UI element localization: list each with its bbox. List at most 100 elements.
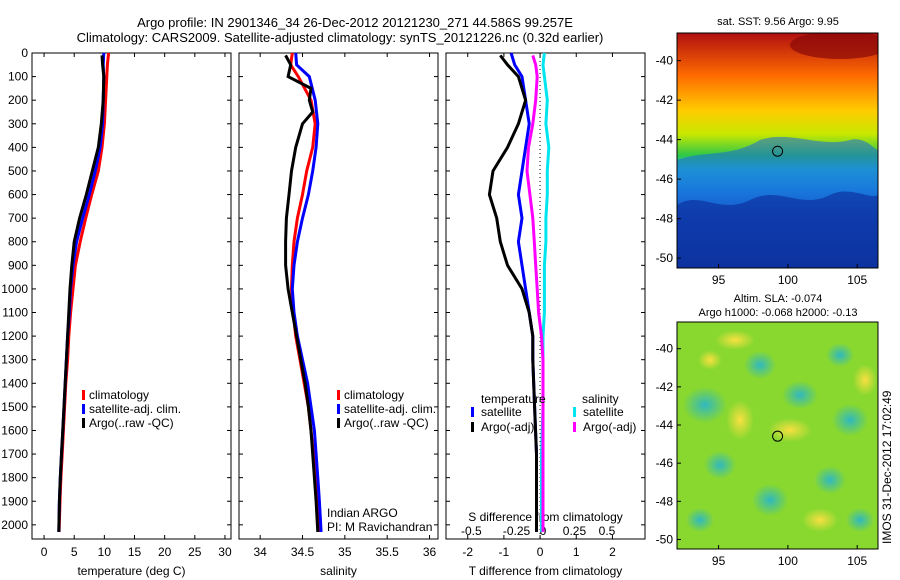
legend-entry: satellite <box>481 405 522 419</box>
y-tick-label: 1600 <box>1 423 28 437</box>
y-tick-label: 1700 <box>1 447 28 461</box>
sla-map-subtitle: Argo h1000: -0.068 h2000: -0.13 <box>698 307 857 319</box>
s-tick-label: 0.25 <box>563 524 587 538</box>
x-tick-label: 1 <box>573 545 580 559</box>
y-tick-label: 100 <box>8 70 28 84</box>
legend-swatch <box>82 390 85 400</box>
x-tick-label: 0 <box>41 545 48 559</box>
series-line-magenta <box>525 54 545 532</box>
x-tick-label: 0 <box>537 545 544 559</box>
legend-group-title: temperature <box>481 392 546 406</box>
y-tick-label: 800 <box>8 235 28 249</box>
map-x-tick-label: 105 <box>847 273 867 287</box>
legend-swatch <box>82 404 85 414</box>
series-line-black <box>284 54 320 532</box>
salinity-panel: 34 34.5 35 35.5 36 salinity climatologysatelli… <box>238 52 439 578</box>
legend-swatch <box>337 404 340 414</box>
y-tick-label: 900 <box>8 258 28 272</box>
series-line-black <box>487 54 538 532</box>
x-tick-label: -2 <box>462 545 473 559</box>
map-y-tick-label: -42 <box>656 93 674 107</box>
plot-area <box>238 52 439 540</box>
x-tick-label: 2 <box>609 545 616 559</box>
y-tick-label: 0 <box>21 46 28 60</box>
y-tick-label: 1200 <box>1 329 28 343</box>
legend-swatch <box>82 418 85 428</box>
legend-swatch <box>337 390 340 400</box>
map-x-tick-label: 95 <box>712 273 726 287</box>
x-tick-label: 34 <box>253 545 267 559</box>
series-line-black <box>57 55 106 532</box>
x-axis-label: salinity <box>320 564 357 578</box>
y-tick-label: 500 <box>8 164 28 178</box>
imos-stamp: IMOS 31-Dec-2012 17:02:49 <box>877 356 897 546</box>
x-axis-label: temperature (deg C) <box>77 564 185 578</box>
x-axis-label: T difference from climatology <box>469 564 623 578</box>
sla-argo-location-marker <box>772 430 784 442</box>
legend-swatch <box>573 407 576 417</box>
map-x-tick-label: 95 <box>712 554 726 568</box>
plot-area <box>31 52 232 540</box>
map-y-tick-label: -42 <box>656 380 674 394</box>
x-tick-label: 30 <box>218 545 232 559</box>
map-y-tick-label: -48 <box>656 212 674 226</box>
legend-entry: climatology <box>344 388 404 402</box>
map-y-tick-label: -40 <box>656 342 674 356</box>
y-tick-label: 300 <box>8 117 28 131</box>
y-tick-label: 1300 <box>1 353 28 367</box>
legend-entry: climatology <box>89 388 149 402</box>
header-line-2: Climatology: CARS2009. Satellite-adjuste… <box>77 30 604 45</box>
map-x-tick-label: 100 <box>778 273 798 287</box>
x-tick-label: 5 <box>71 545 78 559</box>
x-tick-label: 15 <box>128 545 142 559</box>
map-x-tick-label: 100 <box>778 554 798 568</box>
legend-swatch <box>471 407 474 417</box>
sla-map-panel: Altim. SLA: -0.074 Argo h1000: -0.068 h2… <box>656 293 879 568</box>
legend-group-title: salinity <box>582 392 619 406</box>
s-axis-label: S difference from climatology <box>468 510 623 524</box>
y-tick-label: 1800 <box>1 471 28 485</box>
s-tick-label: -0.25 <box>503 524 531 538</box>
y-tick-label: 600 <box>8 188 28 202</box>
y-tick-label: 1500 <box>1 400 28 414</box>
y-tick-label: 1100 <box>2 306 28 320</box>
legend-entry: satellite <box>583 405 624 419</box>
y-tick-label: 1000 <box>1 282 28 296</box>
imos-stamp-text: IMOS 31-Dec-2012 17:02:49 <box>880 390 894 544</box>
legend-entry: Argo(-adj) <box>583 420 636 434</box>
x-tick-label: 10 <box>98 545 112 559</box>
y-tick-label: 400 <box>8 140 28 154</box>
map-y-tick-label: -50 <box>656 251 674 265</box>
temperature-panel: 0 5 10 15 20 25 300100200300400500600700800900… <box>1 46 232 578</box>
s-tick-label: -0.5 <box>461 524 482 538</box>
sst-map-panel: sat. SST: 9.56 Argo: 9.95 95 100 105 -40 -42… <box>656 16 879 287</box>
x-tick-label: 36 <box>423 545 437 559</box>
difference-panel: -2 -1 0 1 2 T difference from climatology -0.5… <box>445 52 646 578</box>
x-tick-label: -1 <box>499 545 510 559</box>
y-tick-label: 700 <box>8 211 28 225</box>
map-y-tick-label: -44 <box>656 133 674 147</box>
legend-entry: Argo(-adj) <box>481 420 534 434</box>
x-tick-label: 35.5 <box>376 545 400 559</box>
map-y-tick-label: -46 <box>656 456 674 470</box>
legend-entry: Argo(..raw -QC) <box>89 416 174 430</box>
y-tick-label: 1400 <box>1 376 28 390</box>
legend-entry: Argo(..raw -QC) <box>344 416 429 430</box>
legend-entry: satellite-adj. clim. <box>89 402 181 416</box>
annotation: Indian ARGO <box>327 506 398 520</box>
map-y-tick-label: -50 <box>656 532 674 546</box>
map-x-tick-label: 105 <box>847 554 867 568</box>
sst-map-title: sat. SST: 9.56 Argo: 9.95 <box>717 16 839 28</box>
y-tick-label: 1900 <box>1 494 28 508</box>
legend-swatch <box>337 418 340 428</box>
x-tick-label: 35 <box>338 545 352 559</box>
map-y-tick-label: -48 <box>656 494 674 508</box>
header-line-1: Argo profile: IN 2901346_34 26-Dec-2012 … <box>137 15 573 30</box>
map-y-tick-label: -44 <box>656 418 674 432</box>
sla-map-title: Altim. SLA: -0.074 <box>734 293 823 305</box>
series-line-blue <box>290 52 323 532</box>
sla-heatmap-image <box>677 322 878 549</box>
map-y-tick-label: -46 <box>656 172 674 186</box>
x-tick-label: 34.5 <box>291 545 315 559</box>
